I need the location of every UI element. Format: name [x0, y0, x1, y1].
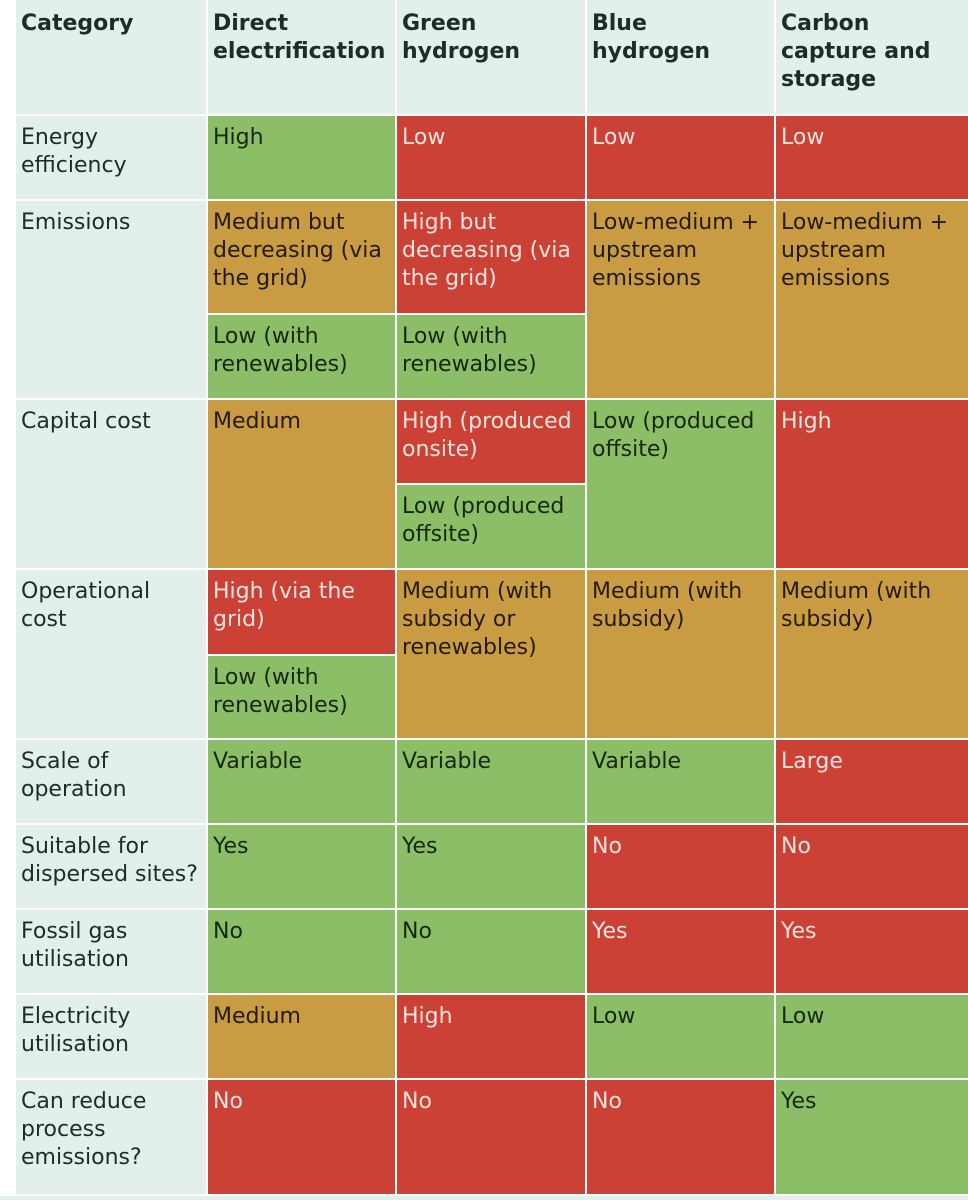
- rating-cell: Yes: [776, 1080, 968, 1194]
- rating-cell: Low-medium + upstream emissions: [587, 201, 774, 398]
- rating-cell: High (via the grid): [208, 570, 395, 654]
- rating-cell: Medium (with subsidy or renewables): [397, 570, 585, 738]
- header-category: Category: [16, 0, 206, 114]
- header-green-hydrogen: Green hydrogen: [397, 0, 585, 114]
- rating-cell: Low (produced offsite): [587, 400, 774, 568]
- rating-cell: No: [397, 1080, 585, 1194]
- rating-cell: No: [587, 825, 774, 908]
- row-category: Can reduce process emissions?: [16, 1080, 206, 1194]
- row-category: Suitable for dispersed sites?: [16, 825, 206, 908]
- rating-cell: Low: [587, 116, 774, 199]
- header-carbon-capture: Carbon capture and storage: [776, 0, 968, 114]
- table-bottom-border: [0, 1196, 968, 1200]
- rating-cell: Low: [776, 995, 968, 1078]
- header-direct-electrification: Direct electrification: [208, 0, 395, 114]
- rating-cell: Low-medium + upstream emissions: [776, 201, 968, 398]
- rating-cell: Medium: [208, 995, 395, 1078]
- rating-cell: Yes: [776, 910, 968, 993]
- row-category: Scale of operation: [16, 740, 206, 823]
- rating-cell: High (produced onsite): [397, 400, 585, 483]
- rating-cell: No: [587, 1080, 774, 1194]
- rating-cell: No: [776, 825, 968, 908]
- rating-cell: High but decreasing (via the grid): [397, 201, 585, 313]
- rating-cell: No: [397, 910, 585, 993]
- rating-cell: Variable: [208, 740, 395, 823]
- row-category: Capital cost: [16, 400, 206, 568]
- rating-cell: Low: [587, 995, 774, 1078]
- rating-cell: Medium: [208, 400, 395, 568]
- rating-cell: High: [397, 995, 585, 1078]
- rating-cell: Low: [397, 116, 585, 199]
- rating-cell: Yes: [397, 825, 585, 908]
- row-category: Operational cost: [16, 570, 206, 738]
- rating-cell: Variable: [397, 740, 585, 823]
- rating-cell: Variable: [587, 740, 774, 823]
- row-category: Fossil gas utilisation: [16, 910, 206, 993]
- rating-cell: Yes: [208, 825, 395, 908]
- row-category: Electricity utilisation: [16, 995, 206, 1078]
- row-category: Energy efficiency: [16, 116, 206, 199]
- rating-cell: Yes: [587, 910, 774, 993]
- rating-cell-alternate: Low (with renewables): [208, 315, 395, 398]
- rating-cell-alternate: Low (with renewables): [208, 656, 395, 738]
- rating-cell: Medium (with subsidy): [776, 570, 968, 738]
- rating-cell: No: [208, 910, 395, 993]
- rating-cell-alternate: Low (produced offsite): [397, 485, 585, 568]
- rating-cell: High: [208, 116, 395, 199]
- rating-cell: High: [776, 400, 968, 568]
- rating-cell: No: [208, 1080, 395, 1194]
- rating-cell: Low: [776, 116, 968, 199]
- row-category: Emissions: [16, 201, 206, 398]
- rating-cell: Medium but decreasing (via the grid): [208, 201, 395, 313]
- rating-cell-alternate: Low (with renewables): [397, 315, 585, 398]
- rating-cell: Medium (with subsidy): [587, 570, 774, 738]
- header-blue-hydrogen: Blue hydrogen: [587, 0, 774, 114]
- rating-cell: Large: [776, 740, 968, 823]
